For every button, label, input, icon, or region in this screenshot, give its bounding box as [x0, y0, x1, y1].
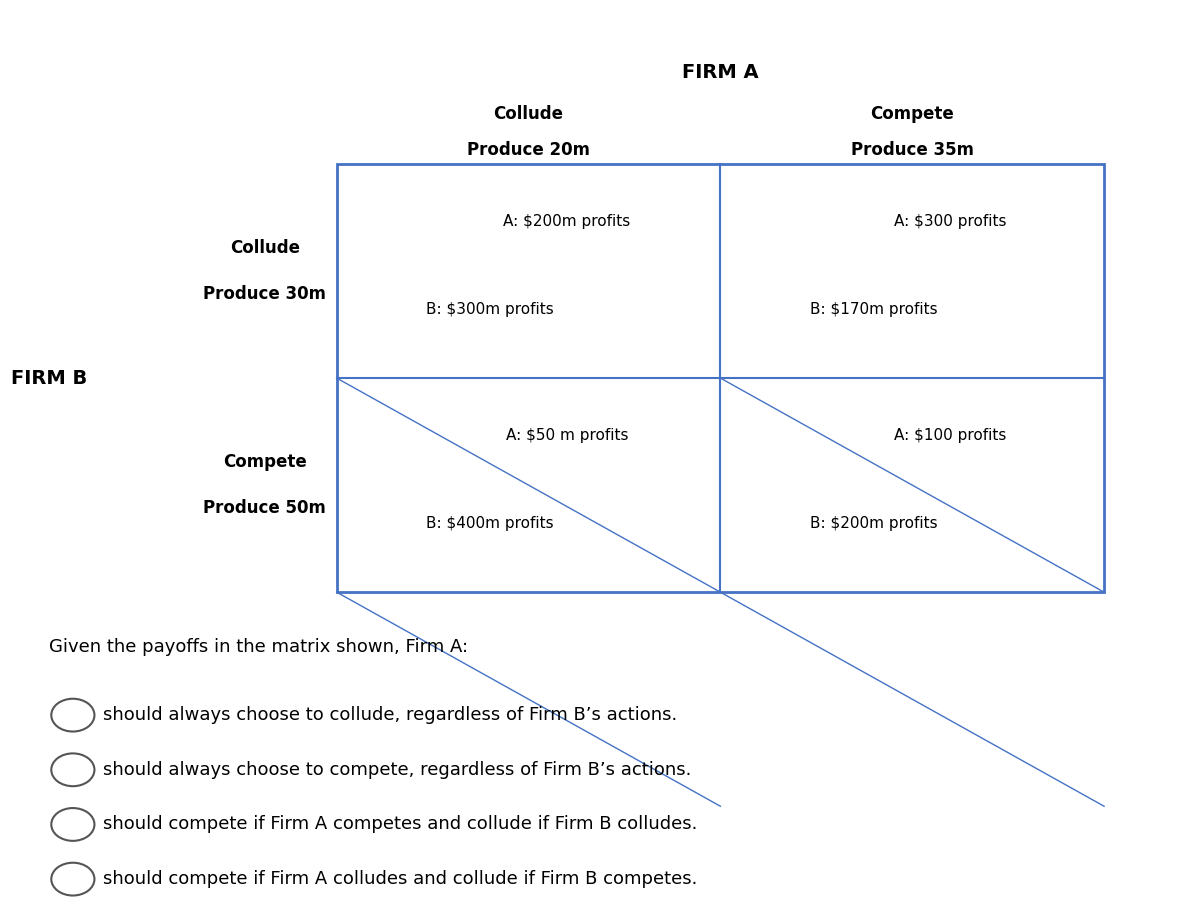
- Text: A: $50 m profits: A: $50 m profits: [505, 428, 628, 444]
- Text: Collude: Collude: [229, 240, 300, 257]
- Text: Produce 30m: Produce 30m: [203, 285, 326, 302]
- Text: should always choose to compete, regardless of Firm B’s actions.: should always choose to compete, regardl…: [103, 761, 691, 779]
- Text: A: $300 profits: A: $300 profits: [894, 214, 1007, 230]
- Text: should always choose to collude, regardless of Firm B’s actions.: should always choose to collude, regardl…: [103, 706, 677, 724]
- Text: FIRM B: FIRM B: [11, 369, 88, 387]
- Text: FIRM A: FIRM A: [682, 64, 758, 82]
- Text: Produce 35m: Produce 35m: [851, 141, 973, 159]
- Text: should compete if Firm A colludes and collude if Firm B competes.: should compete if Firm A colludes and co…: [103, 870, 697, 888]
- Bar: [337, 164, 1104, 592]
- Text: Collude: Collude: [493, 105, 564, 123]
- Text: Produce 20m: Produce 20m: [467, 141, 590, 159]
- Text: B: $200m profits: B: $200m profits: [810, 517, 937, 531]
- Text: Given the payoffs in the matrix shown, Firm A:: Given the payoffs in the matrix shown, F…: [49, 638, 468, 656]
- Text: Produce 50m: Produce 50m: [203, 499, 326, 517]
- Text: A: $200m profits: A: $200m profits: [503, 214, 630, 230]
- Text: B: $300m profits: B: $300m profits: [426, 302, 554, 317]
- Text: A: $100 profits: A: $100 profits: [894, 428, 1007, 444]
- Text: Compete: Compete: [223, 454, 306, 471]
- Text: should compete if Firm A competes and collude if Firm B colludes.: should compete if Firm A competes and co…: [103, 815, 697, 834]
- Text: Compete: Compete: [870, 105, 954, 123]
- Text: B: $170m profits: B: $170m profits: [810, 302, 937, 317]
- Text: B: $400m profits: B: $400m profits: [426, 517, 554, 531]
